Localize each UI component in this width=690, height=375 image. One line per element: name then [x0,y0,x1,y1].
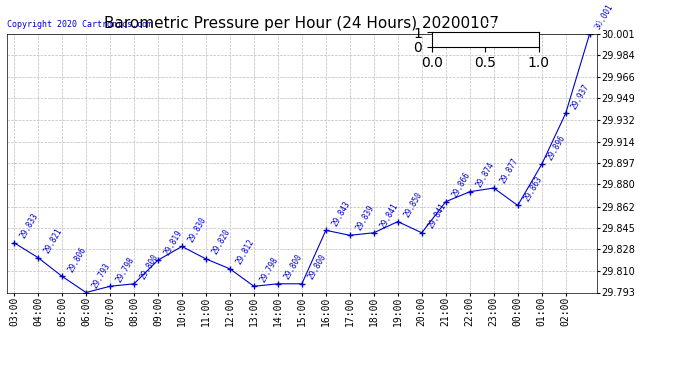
Text: 29.821: 29.821 [42,226,64,255]
Text: 29.798: 29.798 [114,255,136,284]
Text: 29.800: 29.800 [306,252,328,281]
Text: 29.800: 29.800 [282,252,304,281]
Text: 29.877: 29.877 [498,157,520,185]
Text: 29.806: 29.806 [66,245,88,273]
Text: 29.841: 29.841 [378,201,400,230]
Title: Barometric Pressure per Hour (24 Hours) 20200107: Barometric Pressure per Hour (24 Hours) … [104,16,500,31]
Text: 29.937: 29.937 [570,82,591,111]
Text: Copyright 2020 Cartronics.com: Copyright 2020 Cartronics.com [7,20,152,28]
Text: Pressure  (Inches/Hg): Pressure (Inches/Hg) [504,19,609,28]
Text: 29.896: 29.896 [546,133,568,162]
Text: 29.863: 29.863 [522,174,544,202]
Text: 29.812: 29.812 [234,237,256,266]
Text: 29.793: 29.793 [90,261,112,290]
Text: 29.833: 29.833 [18,211,40,240]
Text: 29.874: 29.874 [474,160,495,189]
Text: 30.001: 30.001 [594,3,615,31]
Text: 29.830: 29.830 [186,215,208,244]
Text: 29.819: 29.819 [162,229,184,257]
Text: 29.866: 29.866 [450,170,471,199]
Text: 29.841: 29.841 [426,201,448,230]
Text: 29.843: 29.843 [330,199,352,228]
Text: 29.850: 29.850 [402,190,424,219]
Text: 29.820: 29.820 [210,228,232,256]
Text: 29.798: 29.798 [258,255,279,284]
Text: 29.839: 29.839 [354,204,375,232]
Text: 29.800: 29.800 [138,252,160,281]
